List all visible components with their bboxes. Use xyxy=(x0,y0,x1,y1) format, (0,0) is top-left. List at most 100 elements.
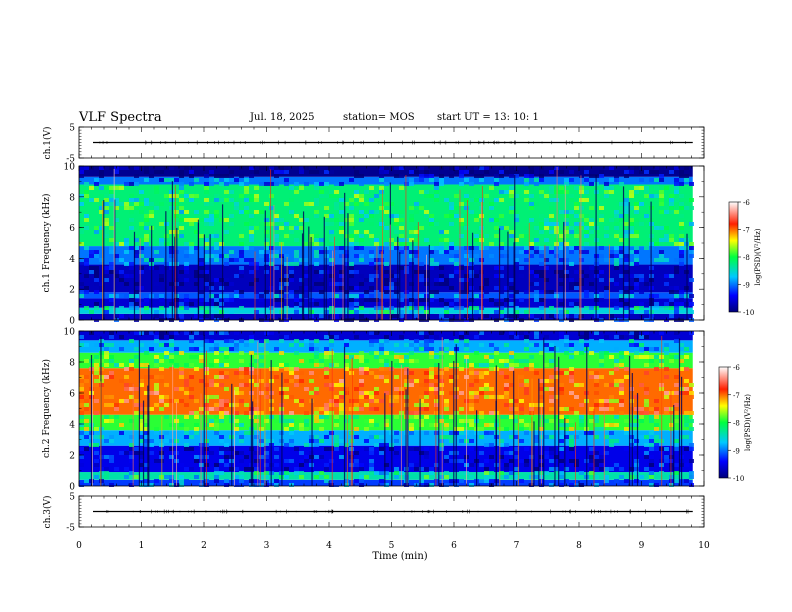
colorbar-tick-label: -6 xyxy=(743,199,750,207)
psd-cell xyxy=(124,242,129,246)
psd-cell xyxy=(94,435,99,439)
psd-cell xyxy=(259,391,264,395)
psd-cell xyxy=(294,214,299,218)
psd-cell xyxy=(234,483,239,487)
psd-cell xyxy=(559,435,564,439)
psd-cell xyxy=(259,294,264,298)
psd-cell xyxy=(634,250,639,254)
psd-cell xyxy=(384,471,389,475)
psd-cell xyxy=(619,254,624,258)
psd-cell xyxy=(274,479,279,483)
psd-cell xyxy=(689,242,694,246)
psd-cell xyxy=(334,166,339,170)
psd-cell xyxy=(444,407,449,411)
psd-cell xyxy=(299,186,304,190)
psd-cell xyxy=(144,230,149,234)
psd-cell xyxy=(369,399,374,403)
psd-cell xyxy=(259,262,264,266)
psd-cell xyxy=(229,198,234,202)
y-tick-label: 4 xyxy=(69,255,75,265)
psd-cell xyxy=(374,339,379,343)
psd-cell xyxy=(254,375,259,379)
psd-cell xyxy=(219,419,224,423)
psd-cell xyxy=(684,447,689,451)
psd-cell xyxy=(504,443,509,447)
psd-cell xyxy=(534,335,539,339)
psd-cell xyxy=(459,391,464,395)
psd-cell xyxy=(619,210,624,214)
psd-cell xyxy=(189,242,194,246)
psd-cell xyxy=(339,246,344,250)
psd-cell xyxy=(144,419,149,423)
psd-cell xyxy=(684,463,689,467)
psd-cell xyxy=(194,455,199,459)
psd-cell xyxy=(109,262,114,266)
psd-cell xyxy=(234,331,239,335)
psd-cell xyxy=(509,166,514,170)
psd-cell xyxy=(249,218,254,222)
psd-cell xyxy=(609,178,614,182)
psd-cell xyxy=(559,475,564,479)
psd-cell xyxy=(689,471,694,475)
psd-cell xyxy=(464,226,469,230)
psd-cell xyxy=(339,391,344,395)
psd-cell xyxy=(429,174,434,178)
psd-cell xyxy=(579,383,584,387)
psd-cell xyxy=(549,170,554,174)
psd-cell xyxy=(149,210,154,214)
psd-cell xyxy=(334,443,339,447)
psd-cell xyxy=(184,194,189,198)
psd-cell xyxy=(154,190,159,194)
psd-cell xyxy=(509,403,514,407)
psd-cell xyxy=(384,302,389,306)
psd-cell xyxy=(564,467,569,471)
psd-cell xyxy=(129,234,134,238)
psd-cell xyxy=(519,459,524,463)
header-station: station= MOS xyxy=(343,112,415,123)
psd-cell xyxy=(589,218,594,222)
y-tick-label: 10 xyxy=(64,163,76,173)
psd-cell xyxy=(159,170,164,174)
psd-cell xyxy=(79,387,84,391)
psd-cell xyxy=(339,439,344,443)
psd-cell xyxy=(429,222,434,226)
psd-cell xyxy=(234,427,239,431)
psd-cell xyxy=(134,206,139,210)
psd-cell xyxy=(419,383,424,387)
psd-cell xyxy=(549,186,554,190)
psd-cell xyxy=(349,270,354,274)
psd-cell xyxy=(239,242,244,246)
psd-cell xyxy=(229,347,234,351)
psd-cell xyxy=(604,423,609,427)
psd-cell xyxy=(569,391,574,395)
psd-cell xyxy=(239,475,244,479)
psd-cell xyxy=(494,286,499,290)
psd-cell xyxy=(489,298,494,302)
psd-cell xyxy=(454,270,459,274)
psd-cell xyxy=(594,419,599,423)
psd-cell xyxy=(394,363,399,367)
psd-cell xyxy=(304,294,309,298)
psd-cell xyxy=(669,234,674,238)
psd-cell xyxy=(124,475,129,479)
psd-cell xyxy=(524,359,529,363)
psd-cell xyxy=(589,475,594,479)
psd-cell xyxy=(134,347,139,351)
psd-cell xyxy=(354,310,359,314)
psd-cell xyxy=(594,427,599,431)
psd-cell xyxy=(374,242,379,246)
psd-cell xyxy=(119,431,124,435)
psd-cell xyxy=(634,206,639,210)
psd-cell xyxy=(444,302,449,306)
psd-cell xyxy=(79,174,84,178)
psd-cell xyxy=(649,479,654,483)
psd-cell xyxy=(194,415,199,419)
psd-cell xyxy=(214,463,219,467)
psd-cell xyxy=(264,258,269,262)
psd-cell xyxy=(469,371,474,375)
psd-cell xyxy=(459,218,464,222)
psd-cell xyxy=(639,415,644,419)
psd-cell xyxy=(359,395,364,399)
psd-cell xyxy=(609,355,614,359)
psd-cell xyxy=(364,403,369,407)
